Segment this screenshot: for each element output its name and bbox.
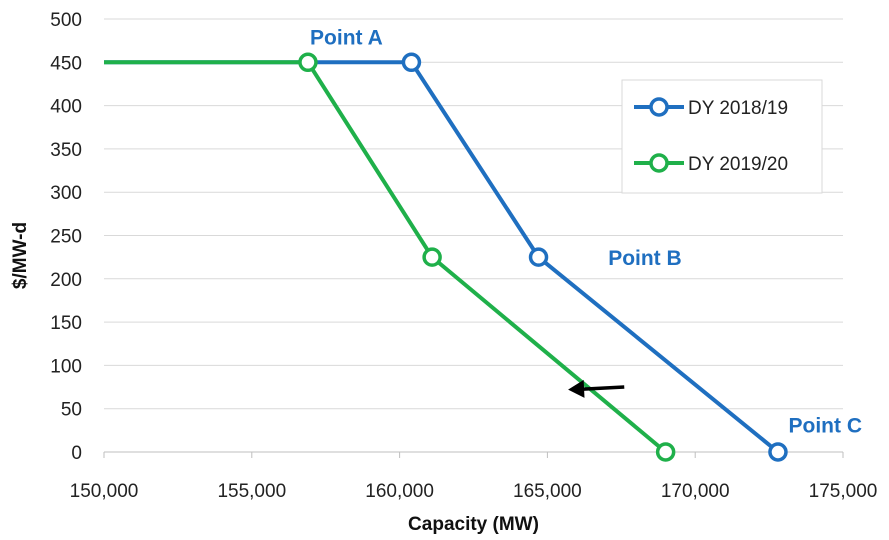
legend-marker: [649, 153, 669, 173]
annotations-layer: Point A Point B Point C: [310, 26, 862, 437]
x-tick-label: 150,000: [70, 481, 139, 502]
y-axis-ticks: 0 50 100 150 200 250 300 350 400 450 500: [50, 10, 82, 464]
y-tick-label: 350: [50, 140, 82, 161]
y-tick-label: 0: [71, 443, 82, 464]
series-layer: [104, 52, 788, 462]
y-axis-title: $/MW-d: [10, 222, 31, 289]
x-tick-label: 175,000: [809, 481, 878, 502]
data-point: [528, 247, 549, 267]
x-tick-label: 155,000: [217, 481, 286, 502]
annotation-label: Point B: [608, 247, 682, 270]
x-tick-label: 170,000: [661, 481, 730, 502]
series-2: [104, 52, 676, 462]
data-point: [655, 442, 676, 462]
annotation-label: Point A: [310, 26, 383, 49]
y-tick-label: 250: [50, 227, 82, 248]
y-tick-label: 500: [50, 10, 82, 31]
x-axis-title: Capacity (MW): [408, 514, 539, 535]
x-tick-label: 165,000: [513, 481, 582, 502]
legend-label: DY 2019/20: [688, 154, 788, 175]
y-tick-label: 200: [50, 270, 82, 291]
legend: DY 2018/19 DY 2019/20: [621, 79, 823, 194]
legend-box: [621, 79, 823, 194]
y-tick-label: 300: [50, 183, 82, 204]
data-point: [401, 52, 422, 73]
annotation-label: Point C: [789, 414, 863, 437]
y-tick-label: 100: [50, 356, 82, 377]
legend-label: DY 2018/19: [688, 98, 788, 119]
gridlines: [104, 18, 843, 410]
x-tick-label: 160,000: [365, 481, 434, 502]
y-tick-label: 450: [50, 53, 82, 74]
arrow-head: [568, 379, 585, 398]
x-axis-ticks: 150,000 155,000 160,000 165,000 170,000 175,0…: [70, 452, 878, 502]
legend-marker: [649, 97, 669, 117]
data-point: [768, 442, 788, 462]
data-point: [422, 247, 442, 267]
series-line: [104, 60, 667, 454]
y-tick-label: 50: [61, 400, 82, 421]
shift-arrow: [568, 379, 625, 398]
y-tick-label: 400: [50, 97, 82, 118]
y-tick-label: 150: [50, 313, 82, 334]
data-point: [298, 52, 318, 73]
